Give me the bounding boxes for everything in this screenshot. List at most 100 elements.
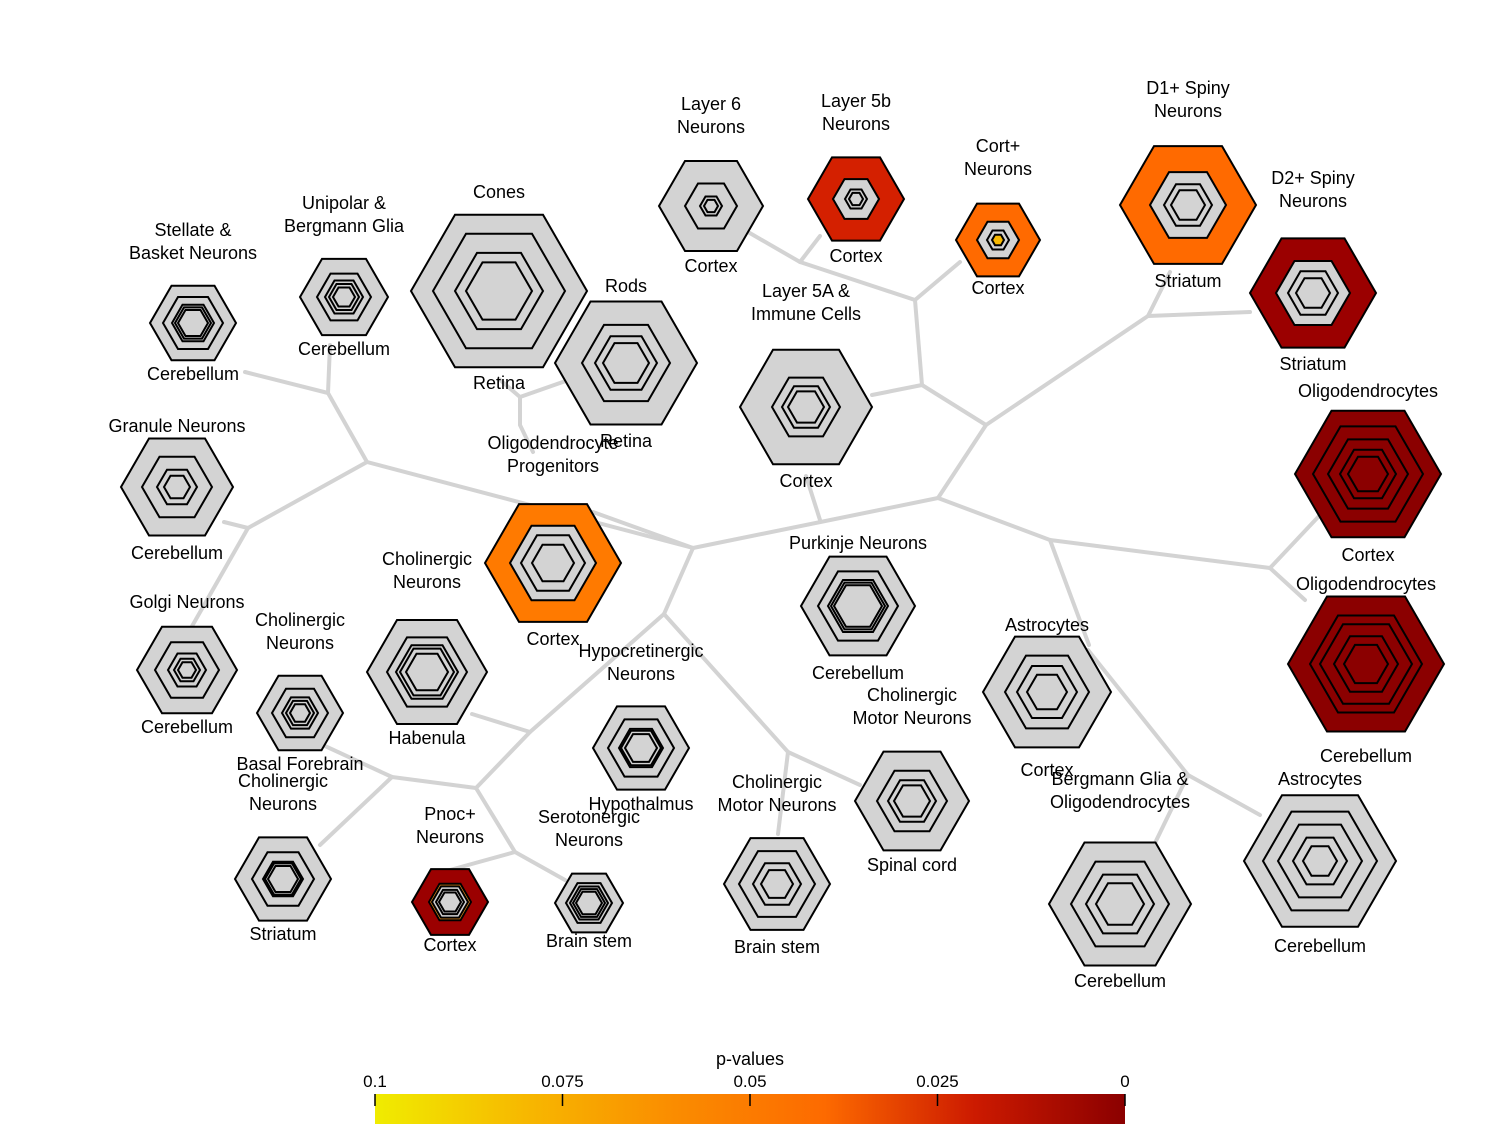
node-title-line: Cholinergic <box>238 771 328 791</box>
node-title-line: Neurons <box>416 827 484 847</box>
hexagon-ring <box>290 704 310 721</box>
hexagon-ring <box>406 654 448 690</box>
node-title-line: Motor Neurons <box>717 795 836 815</box>
node-cort[interactable]: Cort+ Neurons Cortex <box>956 136 1040 298</box>
tree-edge <box>224 462 367 528</box>
node-golgi[interactable]: Golgi Neurons Cerebellum <box>129 592 244 737</box>
node-title-line: Bergmann Glia & <box>1051 769 1188 789</box>
node-hypocret[interactable]: Hypocretinergic Neurons Hypothalmus <box>578 641 703 814</box>
legend-title: p-values <box>716 1049 784 1069</box>
hexagon-ring <box>992 235 1004 245</box>
node-granule[interactable]: Granule Neurons Cerebellum <box>108 416 245 563</box>
node-title-line: Oligodendrocytes <box>1298 381 1438 401</box>
node-chol-hab[interactable]: Cholinergic Neurons Habenula <box>367 549 487 748</box>
node-astro-cereb[interactable]: Astrocytes Cerebellum <box>1244 769 1396 956</box>
node-region-label: Striatum <box>1279 354 1346 374</box>
node-region-label: Cortex <box>684 256 737 276</box>
node-astro-cortex[interactable]: Astrocytes Cortex <box>983 615 1111 780</box>
hexagon-ring <box>1348 457 1388 492</box>
node-title-line: Immune Cells <box>751 304 861 324</box>
node-title-line: Neurons <box>1154 101 1222 121</box>
node-region-label: Brain stem <box>546 931 632 951</box>
node-title-line: Neurons <box>393 572 461 592</box>
hexagon-ring <box>178 310 208 336</box>
hexagon-ring <box>704 200 718 212</box>
node-chol-motor-bs[interactable]: Cholinergic Motor Neurons Brain stem <box>717 772 836 957</box>
node-title-line: Layer 6 <box>681 94 741 114</box>
node-title-line: Bergmann Glia <box>284 216 405 236</box>
legend-tick-label: 0.05 <box>733 1072 766 1091</box>
legend-tick-label: 0.1 <box>363 1072 387 1091</box>
tree-edge <box>245 372 367 462</box>
tree-edge <box>1270 515 1320 568</box>
tree-edge <box>872 385 922 395</box>
node-d2[interactable]: D2+ Spiny Neurons Striatum <box>1250 168 1376 374</box>
node-title-line: Oligodendrocytes <box>1050 792 1190 812</box>
node-region-label: Retina <box>473 373 526 393</box>
node-title-line: Neurons <box>555 830 623 850</box>
node-title-line: Cones <box>473 182 525 202</box>
node-pnoc[interactable]: Pnoc+ Neurons Cortex <box>412 804 488 955</box>
node-title-line: Neurons <box>677 117 745 137</box>
node-title-line: Pnoc+ <box>424 804 476 824</box>
node-title-line: Cholinergic <box>732 772 822 792</box>
node-title-line: Oligodendrocytes <box>1296 574 1436 594</box>
node-title-line: Layer 5b <box>821 91 891 111</box>
node-oligo-cortex[interactable]: Oligodendrocytes Cortex <box>1295 381 1441 565</box>
tree-edge <box>986 312 1250 425</box>
node-region-label: Cortex <box>423 935 476 955</box>
node-purkinje[interactable]: Purkinje Neurons Cerebellum <box>789 533 927 683</box>
node-d1[interactable]: D1+ Spiny Neurons Striatum <box>1120 78 1256 291</box>
hexagon-ring <box>268 866 298 892</box>
tree-edge <box>320 777 392 845</box>
hexagon-ring <box>1171 190 1205 219</box>
node-title-line: Neurons <box>822 114 890 134</box>
legend-tick-label: 0 <box>1120 1072 1129 1091</box>
hexagon-ring <box>849 193 863 205</box>
node-title-line: D2+ Spiny <box>1271 168 1355 188</box>
node-title-line: Motor Neurons <box>852 708 971 728</box>
node-title-line: Rods <box>605 276 647 296</box>
node-region-label: Cerebellum <box>147 364 239 384</box>
legend-tick-label: 0.025 <box>916 1072 959 1091</box>
node-region-label: Cortex <box>1341 545 1394 565</box>
node-title-line: Purkinje Neurons <box>789 533 927 553</box>
node-region-label: Cerebellum <box>141 717 233 737</box>
node-layer5b[interactable]: Layer 5b Neurons Cortex <box>808 91 904 266</box>
node-layer6[interactable]: Layer 6 Neurons Cortex <box>659 94 763 276</box>
node-region-label: Cerebellum <box>131 543 223 563</box>
hexagon-ring <box>625 734 657 762</box>
hexagon-ring <box>178 662 196 678</box>
node-region-label: Cerebellum <box>1274 936 1366 956</box>
node-region-label: Cerebellum <box>1320 746 1412 766</box>
node-oligo-cereb[interactable]: Oligodendrocytes Cerebellum <box>1288 574 1444 766</box>
hexagon-ring <box>1344 645 1388 683</box>
tree-edge <box>1088 650 1260 815</box>
node-region-label: Cortex <box>526 629 579 649</box>
node-title-line: Neurons <box>964 159 1032 179</box>
node-chol-bf[interactable]: Cholinergic Neurons Basal Forebrain <box>236 610 363 774</box>
node-unipolar[interactable]: Unipolar & Bergmann Glia Cerebellum <box>284 193 405 359</box>
hexagon-ring <box>788 391 824 422</box>
node-chol-motor-sc[interactable]: Cholinergic Motor Neurons Spinal cord <box>852 685 971 875</box>
node-opc[interactable]: Oligodendrocyte Progenitors Cortex <box>485 433 621 649</box>
node-bergmann-oligo[interactable]: Bergmann Glia & Oligodendrocytes Cerebellu… <box>1049 769 1191 991</box>
node-title-line: Cholinergic <box>255 610 345 630</box>
node-stellate[interactable]: Stellate & Basket Neurons Cerebellum <box>129 220 257 384</box>
hexagon-ring <box>1303 846 1337 875</box>
node-region-label: Cerebellum <box>1074 971 1166 991</box>
node-title-line: Cholinergic <box>382 549 472 569</box>
node-title-line: Granule Neurons <box>108 416 245 436</box>
node-region-label: Brain stem <box>734 937 820 957</box>
pvalue-legend: p-values 0.1 0.075 0.05 0.025 0 <box>363 1049 1130 1124</box>
node-title-line: Serotonergic <box>538 807 640 827</box>
node-serot[interactable]: Serotonergic Neurons Brain stem <box>538 807 640 951</box>
tree-edge <box>800 236 820 262</box>
legend-tick-label: 0.075 <box>541 1072 584 1091</box>
node-chol-str[interactable]: Cholinergic Neurons Striatum <box>235 771 331 944</box>
node-layer5a[interactable]: Layer 5A & Immune Cells Cortex <box>740 281 872 491</box>
node-region-label: Striatum <box>249 924 316 944</box>
node-title-line: Oligodendrocyte <box>487 433 618 453</box>
node-title-line: Neurons <box>266 633 334 653</box>
hexagon-ring <box>603 343 649 383</box>
